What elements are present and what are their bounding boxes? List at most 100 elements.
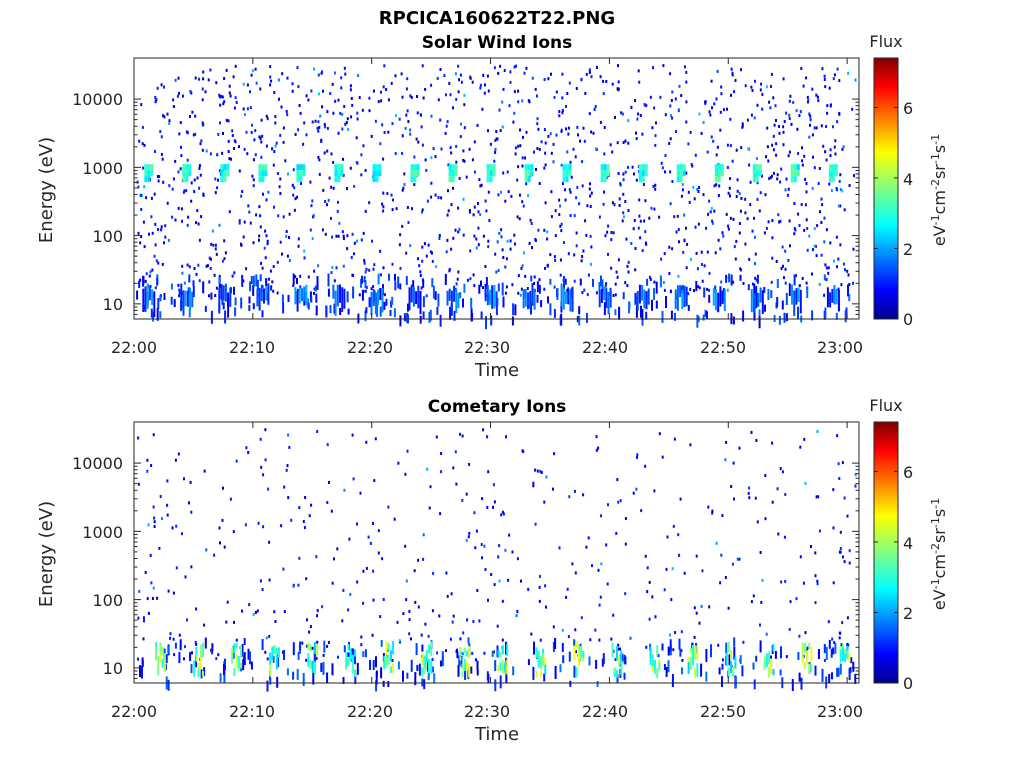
heatmap-cell [543, 287, 546, 291]
heatmap-cell [820, 124, 823, 128]
heatmap-cell [306, 644, 309, 648]
heatmap-cell [547, 296, 549, 304]
heatmap-cell [179, 167, 182, 171]
heatmap-cell [844, 310, 847, 323]
heatmap-cell [461, 498, 464, 502]
heatmap-cell [671, 567, 674, 571]
heatmap-cell [265, 234, 268, 238]
heatmap-cell [351, 654, 354, 663]
heatmap-cell [449, 637, 452, 641]
heatmap-cell [202, 671, 204, 677]
heatmap-cell [327, 198, 330, 202]
heatmap-cell [770, 280, 773, 284]
heatmap-cell [242, 659, 245, 671]
heatmap-cell [645, 104, 648, 108]
heatmap-cell [616, 674, 619, 684]
heatmap-cell [674, 631, 677, 634]
heatmap-cell [434, 291, 437, 301]
heatmap-cell [726, 166, 729, 169]
heatmap-cell [288, 235, 290, 239]
heatmap-cell [738, 192, 741, 196]
heatmap-cell [527, 659, 530, 666]
heatmap-cell [429, 309, 432, 321]
heatmap-cell [838, 550, 841, 554]
heatmap-cell [561, 182, 564, 186]
heatmap-cell [368, 96, 371, 100]
heatmap-cell [513, 65, 516, 69]
heatmap-cell [827, 271, 830, 275]
heatmap-cell [656, 645, 659, 657]
heatmap-cell [313, 291, 315, 295]
heatmap-cell [465, 175, 468, 179]
heatmap-cell [160, 228, 163, 232]
heatmap-cell [282, 140, 285, 144]
heatmap-cell [487, 245, 490, 249]
heatmap-cell [245, 130, 248, 134]
heatmap-cell [714, 285, 717, 293]
heatmap-cell [731, 562, 734, 566]
heatmap-cell [495, 270, 498, 274]
heatmap-cell [732, 667, 735, 673]
heatmap-cell [526, 287, 529, 290]
heatmap-cell [172, 177, 175, 181]
heatmap-cell [590, 130, 593, 134]
heatmap-cell [852, 661, 855, 672]
heatmap-cell [811, 186, 814, 190]
heatmap-cell [646, 278, 649, 286]
heatmap-cell [643, 289, 646, 309]
heatmap-cell [197, 263, 200, 267]
colorbar-tick-label: 0 [903, 310, 913, 329]
heatmap-cell [765, 226, 768, 230]
heatmap-cell [565, 170, 569, 177]
heatmap-cell [220, 94, 223, 98]
heatmap-cell [472, 273, 475, 277]
heatmap-cell [223, 671, 226, 684]
heatmap-cell [330, 152, 333, 156]
heatmap-cell [804, 482, 807, 485]
heatmap-cell [621, 112, 624, 116]
heatmap-cell [790, 176, 794, 183]
heatmap-cell [767, 220, 770, 224]
heatmap-cell [560, 283, 563, 307]
heatmap-cell [190, 199, 193, 203]
heatmap-cell [671, 116, 674, 120]
heatmap-cell [234, 96, 237, 100]
heatmap-cell [740, 146, 743, 150]
heatmap-cells [136, 64, 857, 330]
heatmap-cell [454, 164, 458, 171]
heatmap-cell [538, 182, 541, 185]
heatmap-cell [348, 537, 351, 541]
heatmap-cell [804, 178, 807, 181]
heatmap-cell [252, 178, 255, 182]
heatmap-cell [657, 654, 660, 658]
heatmap-cell [450, 151, 453, 155]
heatmap-cell [198, 238, 201, 242]
heatmap-cell [143, 143, 146, 147]
heatmap-cell [746, 118, 749, 122]
heatmap-cell [303, 121, 306, 125]
heatmap-cell [494, 252, 497, 256]
heatmap-cell [501, 248, 504, 252]
heatmap-cell [573, 639, 576, 647]
heatmap-cell [372, 289, 375, 307]
heatmap-cell [337, 164, 341, 171]
heatmap-cell [454, 228, 457, 232]
heatmap-cell [284, 159, 287, 163]
heatmap-cell [706, 150, 709, 154]
heatmap-cell [788, 117, 791, 120]
heatmap-cell [296, 288, 299, 292]
heatmap-cell [185, 130, 188, 134]
heatmap-cell [339, 308, 342, 315]
heatmap-cell [301, 641, 304, 645]
heatmap-cell [413, 155, 416, 159]
heatmap-cell [775, 153, 778, 157]
heatmap-cell [401, 134, 404, 138]
heatmap-cell [564, 278, 567, 285]
heatmap-cell [577, 651, 580, 667]
heatmap-cell [732, 280, 735, 284]
heatmap-cell [834, 170, 838, 177]
heatmap-cell [273, 205, 275, 209]
heatmap-cell [299, 641, 302, 651]
heatmap-cell [141, 657, 144, 665]
heatmap-cell [477, 202, 479, 205]
